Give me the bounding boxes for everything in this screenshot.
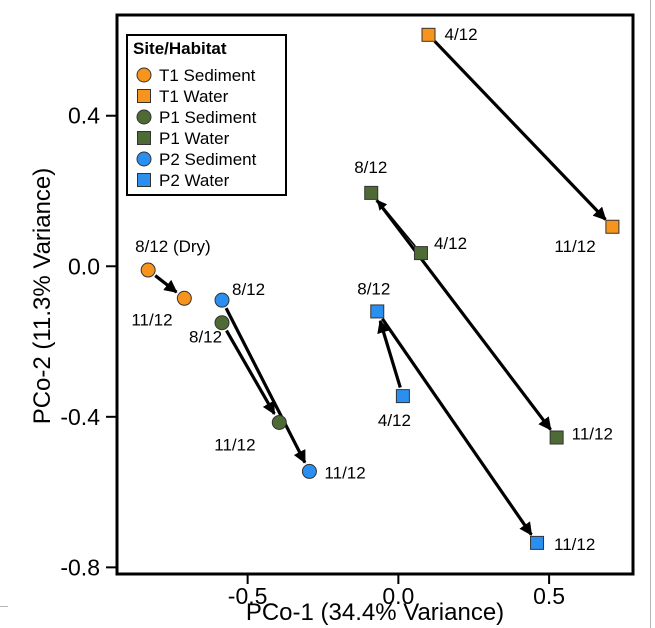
point-label: 8/12 (357, 279, 390, 298)
legend-marker-p2-water (137, 173, 151, 187)
legend-marker-t1-sediment (136, 67, 152, 83)
legend-entry-label: P1 Sediment (159, 108, 257, 127)
point-label: 11/12 (554, 237, 595, 256)
legend-marker-p2-sediment (136, 151, 152, 167)
point-p1w-812 (364, 185, 379, 200)
legend-entry-label: P1 Water (159, 129, 230, 148)
point-label: 11/12 (131, 310, 172, 329)
figure-frame-bottom-edge (0, 606, 8, 607)
point-t1s-812 (140, 262, 156, 278)
legend-entry-label: T1 Sediment (159, 66, 256, 85)
trajectory-arrow (381, 317, 533, 536)
point-p1s-812 (214, 315, 230, 331)
trajectory-arrow (224, 307, 307, 464)
point-label: 11/12 (324, 463, 365, 482)
point-t1w-1112 (605, 219, 620, 234)
figure-frame-right-edge (650, 0, 651, 628)
x-tick-label: -0.5 (228, 583, 268, 609)
trajectory-arrow (154, 274, 178, 294)
y-tick-label: 0.4 (68, 103, 100, 129)
point-p1w-412 (413, 246, 428, 261)
y-tick-label: -0.8 (60, 554, 100, 580)
point-label: 11/12 (214, 435, 255, 454)
point-t1w-412 (421, 27, 436, 42)
point-label: 4/12 (434, 234, 467, 253)
x-tick-label: 0.0 (382, 583, 414, 609)
legend-marker-t1-water (137, 89, 151, 103)
trajectory-arrow (375, 199, 552, 431)
trajectory-arrow (225, 329, 276, 415)
legend-title: Site/Habitat (133, 39, 227, 58)
y-axis: -0.8 -0.4 0.0 0.4 (60, 103, 117, 580)
x-tick-label: 0.5 (533, 583, 565, 609)
point-label: 11/12 (572, 425, 613, 444)
point-label: 8/12 (189, 328, 222, 347)
point-p2s-812 (214, 292, 230, 308)
legend-entry-label: P2 Sediment (159, 150, 257, 169)
point-label: 11/12 (554, 535, 595, 554)
point-p2w-1112 (530, 535, 545, 550)
point-label: 4/12 (445, 25, 478, 44)
trajectory-arrow (433, 40, 607, 221)
trajectory-arrow (377, 319, 402, 388)
legend-box (126, 34, 287, 196)
point-label: 8/12 (354, 158, 387, 177)
legend-entry-label: P2 Water (159, 171, 230, 190)
point-label: 8/12 (232, 280, 265, 299)
plot-area-border (115, 13, 635, 576)
point-p2s-1112 (301, 463, 317, 479)
points-layer (140, 27, 620, 550)
point-t1s-1112 (176, 290, 192, 306)
arrows-layer (154, 40, 607, 536)
point-p1w-1112 (549, 430, 564, 445)
x-axis: -0.5 0.0 0.5 (228, 574, 565, 609)
x-axis-title: PCo-1 (34.4% Variance) (246, 599, 504, 626)
point-p2w-412 (395, 389, 410, 404)
legend-marker-p1-water (137, 131, 151, 145)
point-label: 8/12 (Dry) (135, 237, 211, 256)
legend-marker-p1-sediment (136, 109, 152, 125)
legend: Site/Habitat T1 Sediment T1 Water P1 Sedim… (126, 34, 287, 196)
legend-entry-label: T1 Water (159, 87, 229, 106)
y-tick-label: 0.0 (68, 253, 100, 279)
point-label: 4/12 (378, 411, 411, 430)
y-axis-title: PCo-2 (11.3% Variance) (29, 168, 56, 425)
y-tick-label: -0.4 (60, 404, 100, 430)
point-labels-layer: 8/12 (Dry) 11/12 4/12 11/12 8/12 11/12 8/12 4/1… (131, 25, 613, 554)
point-p1s-1112 (271, 414, 287, 430)
point-p2w-812 (370, 304, 385, 319)
